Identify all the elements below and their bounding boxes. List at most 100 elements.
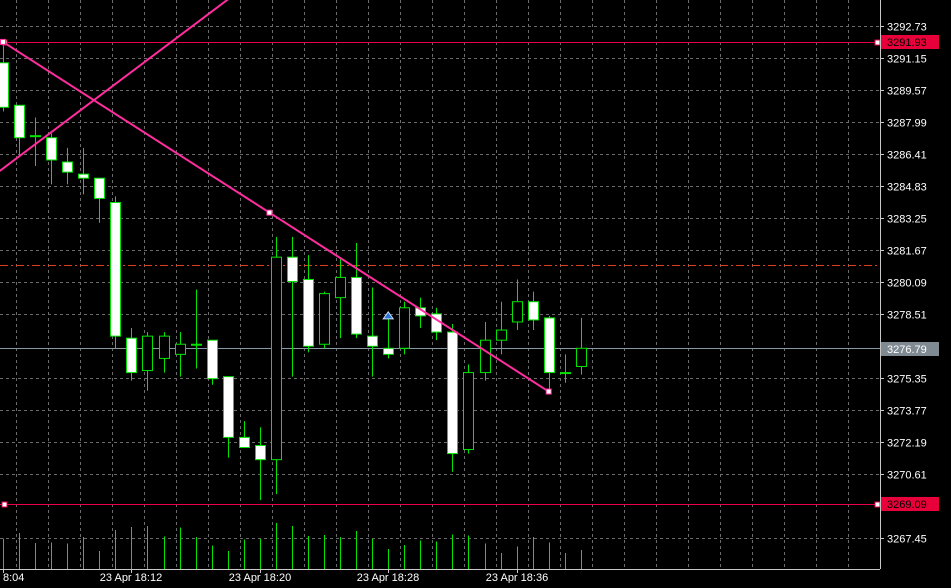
horizontal-line-price-label: 3269.09 [887,499,927,511]
price-label-box [881,35,939,49]
price-tick-label: 3280.09 [887,278,927,290]
candle [191,289,202,369]
candle [223,376,234,458]
price-tick-label: 3281.67 [887,246,927,258]
time-tick-label: 23 Apr 18:36 [486,572,548,583]
candle-body [94,177,105,199]
candle [560,354,571,383]
candle [159,332,170,373]
candle [0,42,9,112]
candle-body [287,256,298,282]
candle-body [351,276,362,335]
candle [512,279,523,331]
candle-body [496,329,507,341]
trend-line-handle[interactable] [266,209,273,216]
candle [496,301,507,355]
candle-body [255,444,266,461]
candle [239,421,250,449]
time-tick-label: 8:04 [3,572,24,583]
price-tick-label: 3289.57 [887,86,927,98]
candle [383,315,394,359]
time-tick-label: 23 Apr 18:28 [357,572,419,583]
candle-body [480,339,491,374]
price-tick-label: 3292.73 [887,22,927,34]
candle [255,427,266,501]
candle-body [512,301,523,323]
candle-body [560,372,571,375]
candle [335,257,346,339]
candle [175,332,186,377]
candle [142,332,153,391]
candle-body [0,62,9,108]
candle-body [447,331,458,455]
candle-body [30,135,41,138]
price-tick-label: 3283.25 [887,214,927,226]
candle-body [383,347,394,355]
price-tick-label: 3287.99 [887,118,927,130]
candle-body [271,256,282,461]
candle [94,177,105,223]
candle [447,323,458,472]
trend-line-handle[interactable] [0,38,6,45]
price-tick-label: 3275.35 [887,374,927,386]
horizontal-line-handle[interactable] [874,39,881,46]
candle [78,147,89,195]
candle [207,339,218,385]
candle-body [544,317,555,374]
bid-price-label: 3276.79 [887,344,927,356]
candle [463,364,474,454]
candle-body [14,104,25,139]
candle-body [303,278,314,347]
candle [126,328,137,381]
candle [367,287,378,377]
candle [576,317,587,375]
price-tick-label: 3273.77 [887,406,927,418]
candle-body [46,137,57,161]
candle [528,291,539,331]
price-tick-label: 3278.51 [887,310,927,322]
trend-line-handle[interactable] [545,388,552,395]
time-tick-label: 23 Apr 18:20 [229,572,291,583]
buy-arrow-icon[interactable] [382,311,395,320]
candle-body [239,436,250,449]
bid-label-box [881,342,939,356]
candle [14,104,25,156]
candle [399,301,410,355]
price-tick-label: 3284.83 [887,182,927,194]
candle-body [159,335,170,359]
candle [30,117,41,167]
price-tick-label: 3272.19 [887,438,927,450]
horizontal-line-handle[interactable] [1,501,8,508]
candle [303,255,314,353]
candle-body [78,173,89,179]
candle-body [126,337,137,374]
candle-body [142,335,153,372]
candle-body [62,161,73,173]
candle [46,133,57,185]
time-tick-label: 23 Apr 18:12 [100,572,162,583]
price-tick-label: 3291.15 [887,54,927,66]
candle [319,291,330,349]
candle-body [367,335,378,347]
candle [110,196,121,349]
price-tick-label: 3270.61 [887,470,927,482]
candle [287,236,298,377]
candle-body [463,372,474,451]
trend-line[interactable] [0,0,308,173]
candle-body [207,339,218,380]
price-tick-label: 3267.45 [887,534,927,546]
candle-body [528,301,539,321]
horizontal-line-handle[interactable] [874,501,881,508]
candle-body [223,376,234,438]
candle [544,315,555,389]
horizontal-line-price-label: 3291.93 [887,37,927,49]
candle-body [399,307,410,349]
candle-body [576,347,587,368]
candle [62,147,73,185]
candle-body [110,201,121,337]
candle [351,242,362,339]
candle [271,236,282,495]
